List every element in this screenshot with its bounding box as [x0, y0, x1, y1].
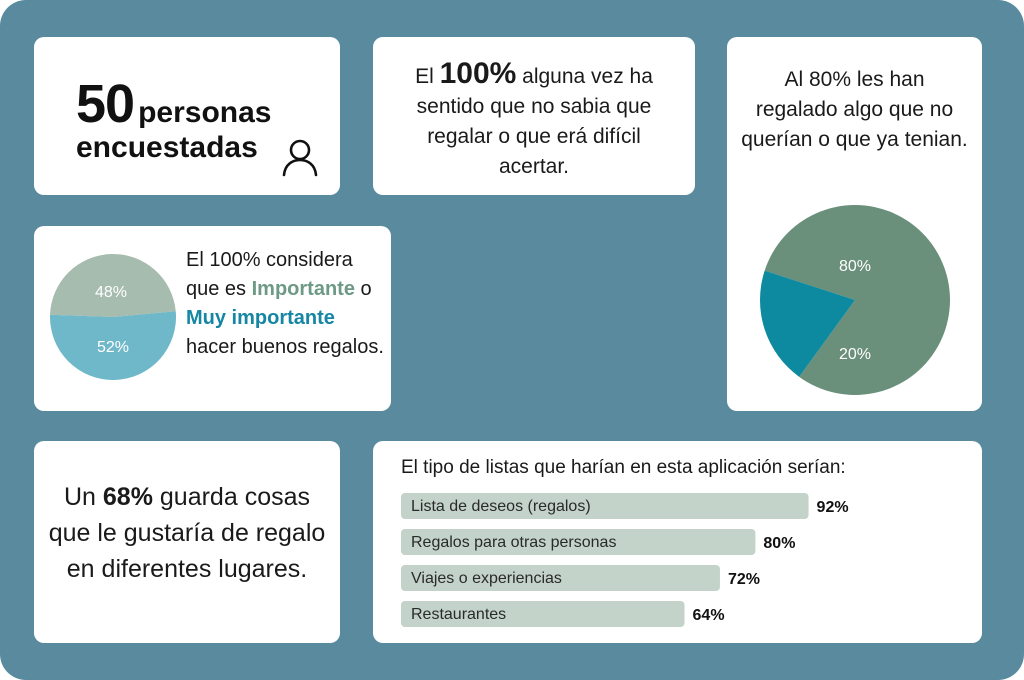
pie-slice-80-pct [764, 205, 950, 395]
importance-text: El 100% considera que es Importante o Mu… [186, 246, 386, 362]
person-icon [282, 139, 318, 177]
hard-to-gift-post: alguna vez ha sentido que no sabia que r… [416, 65, 653, 178]
respondents-word-2: encuestadas [76, 131, 258, 164]
stores-post: guarda cosas que le gustaría de regalo e… [48, 483, 326, 583]
bar-category-label-3: Viajes o experiencias [411, 570, 562, 587]
stores-pre: Un [64, 483, 103, 511]
importance-pie-chart: 48% 52% [50, 254, 176, 380]
hard-to-gift-text: El 100% alguna vez ha sentido que no sab… [393, 59, 675, 182]
importance-important: Importante [251, 278, 355, 300]
respondents-word: personas [138, 96, 272, 129]
list-types-bar-chart: Lista de deseos (regalos) 92% Regalos para… [401, 493, 849, 627]
bar-value-label-3: 72% [728, 571, 760, 588]
importance-pre: El 100% considera que es [186, 249, 353, 300]
stores-card: Un 68% guarda cosas que le gustaría de r… [34, 441, 340, 643]
hard-to-gift-percent: 100% [439, 57, 517, 90]
pie-slice-52-pct [50, 311, 176, 380]
hard-to-gift-pre: El [415, 65, 440, 88]
importance-post: hacer buenos regalos. [186, 336, 384, 358]
importance-mid: o [354, 278, 372, 300]
unwanted-gift-card: Al 80% les han regalado algo que no quer… [727, 37, 982, 411]
bar-category-label-4: Restaurantes [411, 606, 506, 623]
bar-category-label-1: Lista de deseos (regalos) [411, 498, 591, 515]
bar-value-label-1: 92% [817, 499, 849, 516]
pie-label-20-pct: 20% [839, 346, 871, 363]
bar-category-label-2: Regalos para otras personas [411, 534, 616, 551]
pie-slice-48-pct [50, 254, 176, 317]
pie-label-52-pct: 52% [97, 339, 129, 356]
bar-2 [401, 529, 756, 555]
hard-to-gift-card: El 100% alguna vez ha sentido que no sab… [373, 37, 695, 195]
respondents-number: 50 [76, 74, 135, 134]
unwanted-gift-text: Al 80% les han regalado algo que no quer… [741, 68, 968, 151]
stores-percent: 68% [102, 483, 153, 511]
respondents-card: 50 personas encuestadas [34, 37, 340, 195]
unwanted-gift-pie-chart: 80% 20% [760, 205, 950, 395]
importance-card: 48% 52% El 100% considera que es Importan… [34, 226, 391, 411]
pie-label-48-pct: 48% [95, 284, 127, 301]
bar-4 [401, 601, 685, 627]
bar-3 [401, 565, 720, 591]
stores-text: Un 68% guarda cosas que le gustaría de r… [44, 479, 330, 587]
list-types-title: El tipo de listas que harían en esta apl… [401, 457, 846, 478]
importance-very-important: Muy importante [186, 307, 335, 329]
pie-slice-20-pct [760, 270, 855, 377]
list-types-card: El tipo de listas que harían en esta apl… [373, 441, 982, 643]
respondents-headline: 50 personas [76, 73, 271, 135]
pie-label-80-pct: 80% [839, 258, 871, 275]
bar-value-label-4: 64% [693, 607, 725, 624]
bar-value-label-2: 80% [763, 535, 795, 552]
bar-1 [401, 493, 809, 519]
